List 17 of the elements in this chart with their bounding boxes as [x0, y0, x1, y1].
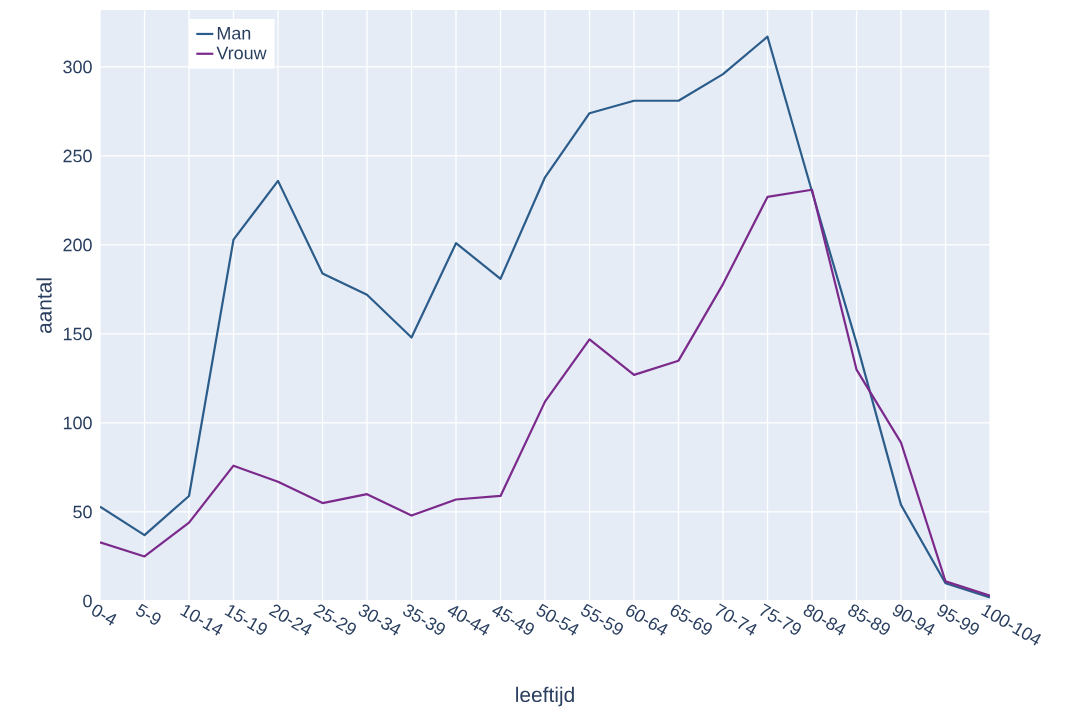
x-tick-label: 45-49 — [492, 605, 534, 635]
y-tick-label: 0 — [83, 594, 92, 608]
x-tick-label: 0-4 — [92, 604, 117, 626]
y-tick-label: 150 — [63, 327, 92, 341]
y-tick-label: 100 — [63, 416, 92, 430]
legend-label: Vrouw — [216, 46, 267, 60]
x-axis-title: leeftijd — [516, 686, 574, 707]
y-tick-label: 200 — [63, 238, 92, 252]
y-tick-label: 50 — [73, 505, 92, 519]
x-tick-label: 5-9 — [136, 603, 161, 625]
x-tick-label: 40-44 — [447, 605, 490, 636]
y-tick-label: 250 — [63, 149, 92, 163]
y-axis-title: aantal — [36, 278, 52, 334]
line-series — [100, 188, 991, 597]
y-tick-label: 300 — [63, 60, 92, 74]
x-tick-label: 15-19 — [224, 605, 267, 635]
legend-label: Man — [217, 27, 251, 40]
